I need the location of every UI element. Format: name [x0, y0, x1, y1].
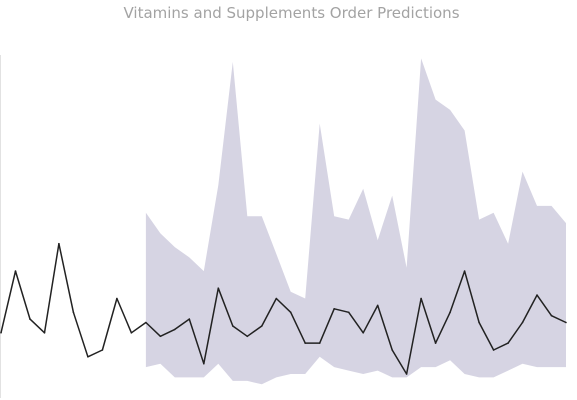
- data-point: [87, 356, 89, 358]
- data-point: [44, 332, 46, 334]
- data-point: [348, 312, 350, 314]
- data-point: [131, 332, 133, 334]
- data-point: [261, 325, 263, 327]
- data-point: [536, 294, 538, 296]
- data-point: [116, 298, 118, 300]
- data-point: [73, 312, 75, 314]
- data-point: [362, 332, 364, 334]
- data-point: [464, 270, 466, 272]
- data-point: [522, 322, 524, 324]
- data-point: [507, 342, 509, 344]
- data-point: [406, 373, 408, 375]
- data-point: [218, 287, 220, 289]
- data-point: [247, 336, 249, 338]
- data-point: [493, 349, 495, 351]
- data-point: [435, 342, 437, 344]
- data-point: [551, 315, 553, 317]
- data-point: [232, 325, 234, 327]
- data-point: [377, 305, 379, 307]
- data-point: [29, 318, 31, 320]
- data-point: [449, 312, 451, 314]
- data-point: [58, 243, 60, 245]
- data-point: [0, 332, 2, 334]
- data-point: [478, 322, 480, 324]
- data-point: [15, 270, 17, 272]
- data-point: [145, 322, 147, 324]
- data-point: [304, 342, 306, 344]
- data-point: [203, 363, 205, 365]
- data-point: [102, 349, 104, 351]
- data-point: [391, 349, 393, 351]
- data-point: [160, 336, 162, 338]
- data-point: [290, 312, 292, 314]
- data-point: [319, 342, 321, 344]
- data-point: [174, 329, 176, 331]
- data-point: [420, 298, 422, 300]
- data-point: [333, 308, 335, 310]
- data-point: [565, 322, 567, 324]
- data-point: [276, 298, 278, 300]
- data-point: [189, 318, 191, 320]
